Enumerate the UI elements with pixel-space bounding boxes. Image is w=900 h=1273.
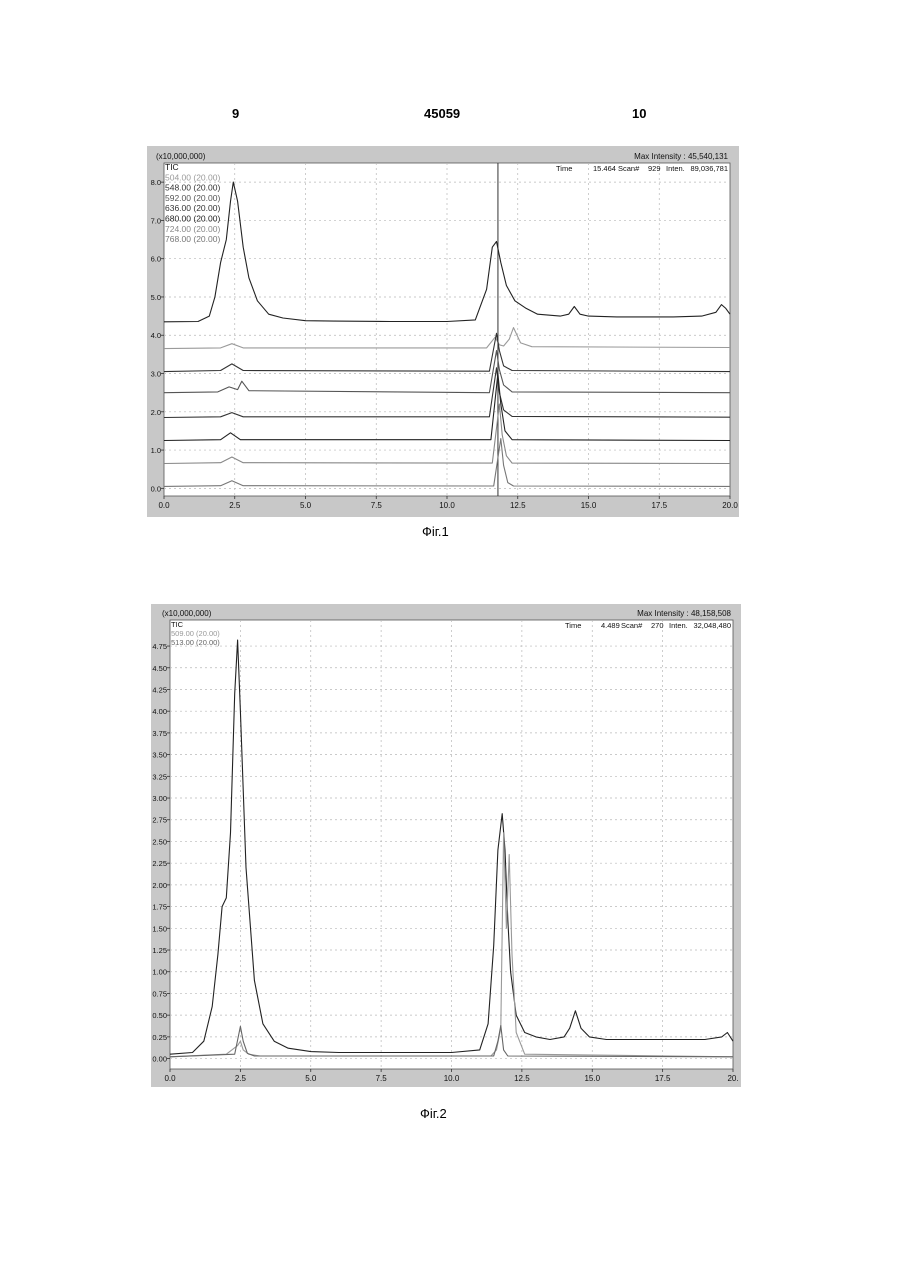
y-tick-label: 3.75: [152, 729, 167, 738]
readout-text: 4.489: [601, 621, 620, 630]
y-tick-label: 0.00: [152, 1055, 167, 1064]
y-tick-label: 4.50: [152, 664, 167, 673]
max-intensity: Max Intensity : 48,158,508: [637, 609, 731, 618]
y-tick-label: 3.00: [152, 794, 167, 803]
y-tick-label: 1.75: [152, 903, 167, 912]
readout-text: Inten.: [669, 621, 688, 630]
figure-1-caption: Фіг.1: [422, 524, 449, 539]
y-tick-label: 4.25: [152, 685, 167, 694]
readout-text: 32,048,480: [693, 621, 731, 630]
y-tick-label: 4.75: [152, 642, 167, 651]
intensity-multiplier: (x10,000,000): [162, 609, 212, 618]
x-tick-label: 20.: [727, 1074, 738, 1083]
readout-text: 270: [651, 621, 664, 630]
y-tick-label: 0.75: [152, 989, 167, 998]
y-tick-label: 2.00: [152, 881, 167, 890]
y-tick-label: 4.00: [152, 707, 167, 716]
x-tick-label: 10.0: [444, 1074, 460, 1083]
y-tick-label: 3.25: [152, 772, 167, 781]
readout-text: Scan#: [621, 621, 643, 630]
y-tick-label: 2.50: [152, 837, 167, 846]
y-tick-label: 2.75: [152, 816, 167, 825]
x-tick-label: 15.0: [584, 1074, 600, 1083]
y-tick-label: 3.50: [152, 751, 167, 760]
y-tick-label: 2.25: [152, 859, 167, 868]
x-tick-label: 5.0: [305, 1074, 317, 1083]
x-tick-label: 7.5: [376, 1074, 388, 1083]
legend-entry: 509.00 (20.00): [171, 629, 220, 638]
y-tick-label: 1.25: [152, 946, 167, 955]
legend-entry: 513.00 (20.00): [171, 638, 220, 647]
x-tick-label: 0.0: [164, 1074, 176, 1083]
x-tick-label: 12.5: [514, 1074, 530, 1083]
y-tick-label: 0.25: [152, 1033, 167, 1042]
legend-entry: TIC: [171, 620, 184, 629]
y-tick-label: 1.00: [152, 968, 167, 977]
x-tick-label: 17.5: [655, 1074, 671, 1083]
readout-text: Time: [565, 621, 581, 630]
y-tick-label: 1.50: [152, 924, 167, 933]
x-tick-label: 2.5: [235, 1074, 247, 1083]
figure-2-caption: Фіг.2: [420, 1106, 447, 1121]
y-tick-label: 0.50: [152, 1011, 167, 1020]
